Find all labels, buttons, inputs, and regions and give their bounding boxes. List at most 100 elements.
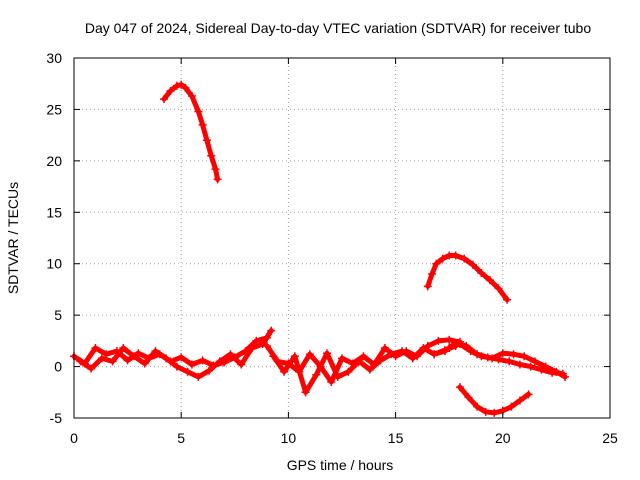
data-point (172, 362, 181, 371)
data-point (520, 352, 529, 361)
data-point (507, 402, 516, 411)
y-axis-label: SDTVAR / TECUs (5, 182, 21, 294)
y-tick-label: -5 (50, 410, 63, 426)
data-point (494, 355, 503, 364)
data-point (398, 347, 407, 356)
data-point (91, 344, 100, 353)
data-point (102, 350, 111, 359)
data-point (160, 95, 169, 104)
data-point (198, 356, 207, 365)
data-point (262, 342, 271, 350)
data-point (134, 349, 143, 358)
data-point (312, 370, 321, 379)
data-point (365, 365, 374, 374)
data-point (183, 367, 192, 376)
series-band-2 (76, 326, 276, 381)
data-point (252, 336, 261, 345)
data-point (226, 350, 235, 359)
data-point (280, 367, 289, 376)
data-point (434, 336, 443, 345)
data-point (76, 357, 85, 366)
data-point (515, 360, 524, 369)
data-point (151, 347, 160, 356)
data-point (473, 350, 482, 359)
series-arc-high-early (160, 80, 222, 184)
data-point (477, 268, 486, 277)
data-point (194, 372, 203, 381)
data-point (451, 251, 460, 260)
chart-title: Day 047 of 2024, Sidereal Day-to-day VTE… (85, 20, 592, 36)
data-point (408, 354, 417, 363)
data-point (202, 136, 211, 145)
data-point (119, 344, 128, 353)
data-point (509, 350, 518, 359)
data-point (140, 359, 149, 368)
data-point (194, 107, 203, 116)
data-point (213, 175, 222, 184)
data-point (108, 357, 117, 366)
data-point (123, 356, 132, 365)
series-band-6 (430, 338, 567, 378)
y-tick-label: 10 (46, 256, 62, 272)
data-point (468, 260, 477, 269)
grid (74, 58, 610, 418)
data-point (483, 353, 492, 362)
y-tick-label: 5 (54, 307, 62, 323)
series-line (425, 253, 510, 303)
data-point (451, 338, 460, 347)
data-point (177, 353, 186, 362)
data-point (97, 354, 106, 363)
data-point (490, 408, 499, 417)
data-point (498, 349, 507, 358)
x-tick-label: 5 (177, 430, 185, 446)
series-arc-mid-late (423, 251, 512, 304)
data-point (205, 366, 214, 375)
data-point (473, 402, 482, 411)
data-point (505, 357, 514, 366)
data-point (333, 372, 342, 381)
data-point (177, 80, 186, 89)
data-point (455, 383, 464, 392)
data-point (524, 390, 533, 399)
data-point (211, 165, 220, 174)
data-point (247, 344, 256, 353)
data-point (494, 284, 503, 293)
data-point (87, 364, 96, 373)
series-line (270, 343, 459, 395)
data-point (428, 270, 437, 278)
data-point (267, 326, 276, 335)
data-point (387, 350, 396, 359)
data-point (269, 352, 278, 361)
data-point (530, 357, 539, 366)
data-point (432, 259, 441, 268)
data-point (481, 407, 490, 416)
data-point (537, 365, 546, 374)
data-point (130, 352, 139, 361)
x-tick-label: 25 (602, 430, 618, 446)
data-point (290, 352, 299, 361)
data-point (237, 360, 246, 369)
data-point (322, 349, 331, 358)
data-point (376, 356, 385, 365)
data-point (503, 295, 512, 304)
data-point (187, 92, 196, 101)
data-point (207, 151, 216, 160)
data-point (344, 367, 353, 376)
x-tick-label: 20 (495, 430, 511, 446)
x-tick-label: 10 (281, 430, 297, 446)
data-point (380, 344, 389, 353)
data-point (526, 362, 535, 371)
data-point (440, 347, 449, 356)
data-point (327, 378, 336, 386)
data-point (485, 276, 494, 285)
data-point (338, 354, 346, 363)
y-tick-label: 15 (46, 204, 62, 220)
data-point (464, 393, 473, 402)
data-point (359, 352, 368, 361)
data-point (355, 357, 364, 366)
data-point (301, 388, 310, 397)
series-arc-negative-late (455, 383, 533, 417)
x-tick-label: 0 (70, 430, 78, 446)
data-point (558, 369, 567, 378)
